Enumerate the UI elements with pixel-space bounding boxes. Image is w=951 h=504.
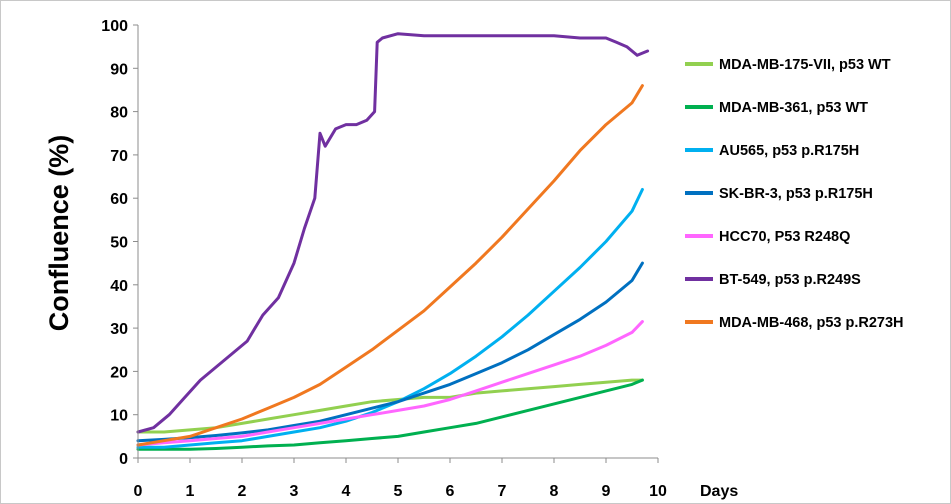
legend-label-4: SK-BR-3, p53 p.R175H xyxy=(719,186,873,202)
x-tick-label: 1 xyxy=(186,483,195,500)
y-axis-ticks: 0 10 20 30 40 50 60 70 80 90 100 xyxy=(101,18,138,468)
x-tick-label: 7 xyxy=(498,483,507,500)
series-line-3 xyxy=(136,188,644,449)
x-tick-label: 0 xyxy=(134,483,143,500)
y-tick-label: 40 xyxy=(110,278,128,295)
legend-label-2: MDA-MB-361, p53 WT xyxy=(719,100,868,116)
y-tick-label: 0 xyxy=(119,451,128,468)
legend: MDA-MB-175-VII, p53 WT MDA-MB-361, p53 WT… xyxy=(685,57,904,331)
plot-lines xyxy=(136,32,650,451)
series-line-5 xyxy=(136,320,644,447)
y-tick-label: 70 xyxy=(110,148,128,165)
y-tick-label: 100 xyxy=(101,18,128,35)
legend-label-5: HCC70, P53 R248Q xyxy=(719,229,850,245)
x-tick-label: 4 xyxy=(342,483,351,500)
legend-label-1: MDA-MB-175-VII, p53 WT xyxy=(719,57,891,73)
x-axis-label: Days xyxy=(700,483,738,500)
legend-label-6: BT-549, p53 p.R249S xyxy=(719,272,861,288)
x-tick-label: 10 xyxy=(649,483,667,500)
x-tick-label: 6 xyxy=(446,483,455,500)
y-tick-label: 10 xyxy=(110,408,128,425)
series-line-2 xyxy=(136,378,644,451)
x-tick-label: 3 xyxy=(290,483,299,500)
x-tick-label: 8 xyxy=(550,483,559,500)
axes xyxy=(137,25,658,459)
series-line-7 xyxy=(136,84,644,447)
x-tick-label: 9 xyxy=(602,483,611,500)
x-tick-label: 5 xyxy=(394,483,403,500)
y-tick-label: 80 xyxy=(110,105,128,122)
legend-label-7: MDA-MB-468, p53 p.R273H xyxy=(719,315,904,331)
y-tick-label: 60 xyxy=(110,191,128,208)
legend-label-3: AU565, p53 p.R175H xyxy=(719,143,859,159)
series-line-6 xyxy=(136,32,650,434)
y-tick-label: 90 xyxy=(110,61,128,78)
x-axis-ticks: 0 1 2 3 4 5 6 7 8 9 10 xyxy=(134,458,667,500)
x-tick-label: 2 xyxy=(238,483,247,500)
y-axis-label: Confluence (%) xyxy=(44,135,74,332)
series-line-4 xyxy=(136,261,644,443)
y-tick-label: 30 xyxy=(110,321,128,338)
y-tick-label: 20 xyxy=(110,364,128,381)
y-tick-label: 50 xyxy=(110,235,128,252)
